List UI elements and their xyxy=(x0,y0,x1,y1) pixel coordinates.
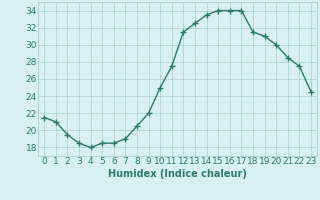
X-axis label: Humidex (Indice chaleur): Humidex (Indice chaleur) xyxy=(108,169,247,179)
